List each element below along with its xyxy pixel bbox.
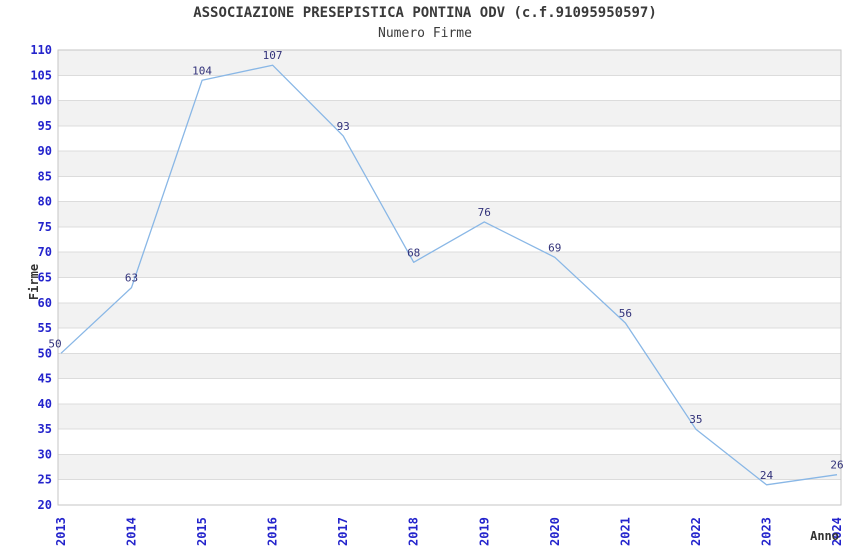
y-tick-label: 45 [38, 372, 52, 386]
x-tick-label: 2014 [125, 517, 139, 546]
x-tick-label: 2021 [618, 517, 632, 546]
grid-band [58, 328, 841, 354]
point-label: 35 [689, 413, 702, 426]
y-tick-label: 100 [30, 94, 52, 108]
grid-band [58, 151, 841, 177]
point-label: 104 [192, 64, 212, 77]
grid-band [58, 302, 841, 329]
y-tick-label: 95 [38, 119, 52, 133]
grid-band [58, 125, 841, 152]
chart-title: ASSOCIAZIONE PRESEPISTICA PONTINA ODV (c… [193, 5, 657, 21]
y-tick-label: 60 [38, 296, 52, 310]
y-tick-label: 105 [30, 68, 52, 82]
grid-band [58, 252, 841, 278]
y-tick-label: 70 [38, 245, 52, 259]
series-line [60, 64, 838, 486]
x-tick-label: 2023 [759, 517, 773, 546]
y-tick-label: 20 [38, 498, 52, 512]
y-tick-label: 80 [38, 195, 52, 209]
grid-band [58, 378, 841, 404]
x-tick-label: 2013 [54, 517, 68, 546]
x-tick-label: 2019 [477, 517, 491, 546]
point-label: 93 [337, 120, 350, 133]
point-label: 76 [478, 206, 491, 219]
grid-band [58, 50, 841, 76]
y-tick-label: 55 [38, 321, 52, 335]
grid-band [58, 277, 841, 303]
grid-band [58, 479, 841, 505]
y-tick-label: 35 [38, 422, 52, 436]
x-tick-label: 2018 [407, 517, 421, 546]
x-tick-label: 2017 [336, 517, 350, 546]
grid-band [58, 201, 841, 227]
x-tick-label: 2016 [266, 517, 280, 546]
point-label: 69 [548, 241, 561, 254]
y-tick-label: 25 [38, 473, 52, 487]
point-label: 107 [263, 49, 283, 62]
point-label: 68 [407, 246, 420, 259]
x-tick-label: 2015 [195, 517, 209, 546]
grid-band [58, 454, 841, 480]
x-tick-label: 2020 [548, 517, 562, 546]
y-tick-label: 90 [38, 144, 52, 158]
grid-band [58, 353, 841, 379]
y-tick-label: 30 [38, 447, 52, 461]
y-axis-title: Firme [27, 264, 41, 300]
x-tick-label: 2024 [830, 517, 844, 546]
y-tick-label: 110 [30, 43, 52, 57]
plot-border [57, 49, 842, 506]
point-label: 56 [619, 307, 632, 320]
x-axis-title: Anno [810, 529, 839, 543]
grid-band [58, 176, 841, 202]
chart-subtitle: Numero Firme [378, 26, 472, 41]
grid-band [58, 75, 841, 101]
y-tick-label: 75 [38, 220, 52, 234]
y-tick-label: 40 [38, 397, 52, 411]
y-tick-label: 65 [38, 271, 52, 285]
grid-band [58, 100, 841, 126]
plot-area: 20 25 30 35 40 45 50 55 60 65 70 75 80 85 90 95 100 105 11… [30, 43, 844, 546]
point-label: 24 [760, 469, 774, 482]
point-label: 26 [830, 459, 843, 472]
y-tick-label: 50 [38, 346, 52, 360]
y-tick-label: 85 [38, 169, 52, 183]
x-tick-label: 2022 [689, 517, 703, 546]
grid-band [58, 429, 841, 455]
point-label: 63 [125, 272, 138, 285]
grid-band [58, 226, 841, 253]
point-label: 50 [48, 337, 61, 350]
grid-band [58, 403, 841, 430]
